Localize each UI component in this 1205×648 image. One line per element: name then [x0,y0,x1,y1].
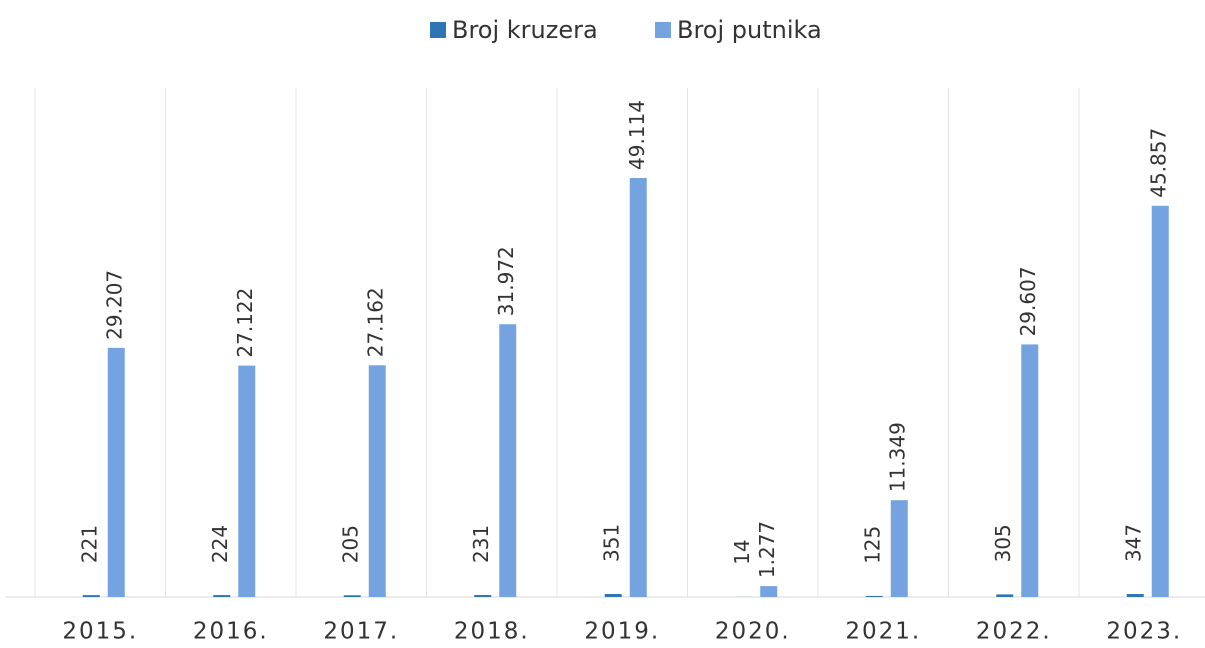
data-label: 27.122 [233,288,257,358]
data-label: 29.207 [103,270,127,340]
bar [760,586,777,597]
x-tick-label: 2020. [715,619,791,645]
data-label: 125 [861,526,885,564]
bar [499,324,516,597]
x-tick-label: 2017. [323,619,399,645]
x-tick-label: 2015. [62,619,138,645]
bar [605,594,622,597]
bar [1127,594,1144,597]
data-label: 347 [1122,524,1146,562]
legend-swatch [430,22,446,38]
x-tick-label: 2022. [976,619,1052,645]
legend-label: Broj kruzera [452,16,598,44]
x-tick-label: 2023. [1106,619,1182,645]
bar [213,595,230,597]
bar [630,178,647,597]
data-label: 305 [991,524,1015,562]
data-label: 205 [339,525,363,563]
bar [369,365,386,597]
bar [891,500,908,597]
data-label: 49.114 [625,100,649,170]
bar [474,595,491,597]
x-tick-label: 2019. [584,619,660,645]
data-label: 45.857 [1147,128,1171,198]
data-label: 351 [600,524,624,562]
bar [238,366,255,597]
bar [1152,206,1169,597]
bar [83,595,100,597]
data-label: 14 [730,539,754,564]
data-label: 31.972 [494,246,518,316]
x-tick-label: 2018. [454,619,530,645]
bar [1021,344,1038,597]
data-label: 231 [469,525,493,563]
data-label: 224 [208,525,232,563]
x-tick-label: 2021. [845,619,921,645]
data-label: 27.162 [364,287,388,357]
bar [996,594,1013,597]
bar [866,596,883,597]
x-tick-label: 2016. [193,619,269,645]
legend-swatch [655,22,671,38]
data-label: 221 [78,525,102,563]
bar [344,595,361,597]
bar [108,348,125,597]
data-label: 11.349 [886,422,910,492]
data-label: 1.277 [755,521,779,578]
legend-label: Broj putnika [677,16,822,44]
data-label: 29.607 [1016,266,1040,336]
